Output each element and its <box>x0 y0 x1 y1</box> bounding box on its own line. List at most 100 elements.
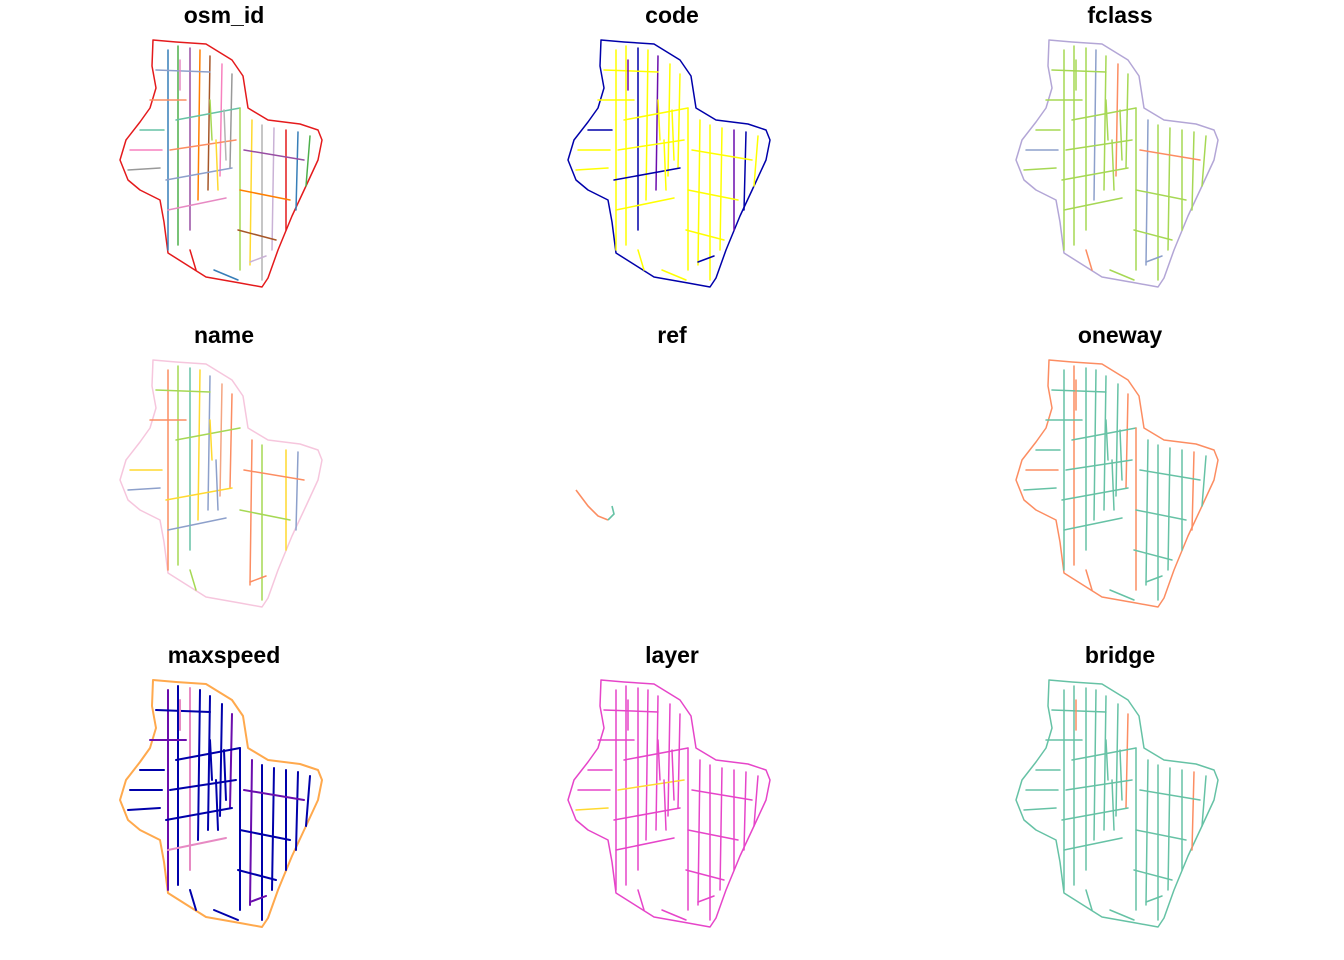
road-segment <box>1139 149 1201 161</box>
road-segment <box>295 131 299 211</box>
road-segment <box>1105 739 1109 781</box>
road-segment <box>229 73 233 169</box>
road-segment <box>1119 749 1123 801</box>
road-segment <box>671 109 675 161</box>
road-segment <box>1115 703 1119 817</box>
road-segment <box>1103 55 1107 191</box>
road-segment <box>1191 131 1195 211</box>
road-segment <box>229 393 233 489</box>
road-segment <box>197 369 201 521</box>
map-bridge <box>1015 679 1219 928</box>
panel-name: name <box>0 320 448 640</box>
road-segment <box>1063 197 1123 211</box>
road-segment <box>1051 69 1107 73</box>
road-segment <box>305 775 311 827</box>
road-segment <box>249 575 267 583</box>
road-segment <box>677 713 681 809</box>
road-segment <box>127 487 161 491</box>
panel-layer: layer <box>448 640 896 960</box>
road-segment <box>663 779 667 831</box>
road-segment <box>1111 459 1115 511</box>
road-segment <box>645 689 649 841</box>
panel-osm-id: osm_id <box>0 0 448 320</box>
panel-fclass: fclass <box>896 0 1344 320</box>
road-segment <box>613 167 681 181</box>
panel-title-ref: ref <box>657 322 687 348</box>
road-segment <box>243 469 305 481</box>
road-segment <box>615 837 675 851</box>
road-segment <box>1023 807 1057 811</box>
road-segment <box>189 889 197 911</box>
road-segment <box>239 829 291 841</box>
panel-title-fclass: fclass <box>1087 2 1153 28</box>
panel-title-bridge: bridge <box>1084 642 1156 668</box>
road-segment <box>697 895 715 903</box>
road-segment <box>1115 63 1119 177</box>
road-segment <box>223 749 227 801</box>
road-segment <box>165 807 233 821</box>
road-segment <box>575 167 609 171</box>
road-segment <box>1145 895 1163 903</box>
road-segment <box>1103 695 1107 831</box>
road-segment <box>719 127 723 251</box>
road-segment <box>1125 73 1129 169</box>
road-segment <box>1167 127 1171 251</box>
road-segment <box>1133 229 1173 241</box>
road-segment <box>243 789 305 801</box>
road-segment <box>607 505 615 521</box>
road-segment <box>223 109 227 161</box>
road-segment <box>687 829 739 841</box>
map-oneway <box>1015 359 1219 608</box>
road-segment <box>1191 771 1195 851</box>
road-segment <box>1125 393 1129 489</box>
road-segment <box>1145 255 1163 263</box>
road-segment <box>271 127 275 251</box>
road-segment <box>1051 709 1107 713</box>
road-segment <box>661 909 687 921</box>
road-segment <box>567 679 771 928</box>
road-segment <box>623 747 689 761</box>
road-segment <box>697 255 715 263</box>
road-segment <box>1139 469 1201 481</box>
road-segment <box>127 167 161 171</box>
road-segment <box>271 767 275 891</box>
road-segment <box>189 569 197 591</box>
road-segment <box>753 775 759 827</box>
road-segment <box>305 135 311 187</box>
road-segment <box>1109 909 1135 921</box>
road-segment <box>637 889 645 911</box>
road-segment <box>623 107 689 121</box>
road-segment <box>685 869 725 881</box>
road-segment <box>1111 139 1115 191</box>
road-segment <box>743 771 747 851</box>
road-segment <box>119 359 323 608</box>
road-segment <box>249 255 267 263</box>
road-segment <box>219 63 223 177</box>
road-segment <box>189 249 197 271</box>
road-segment <box>165 167 233 181</box>
road-segment <box>207 375 211 511</box>
road-segment <box>175 427 241 441</box>
road-segment <box>603 69 659 73</box>
road-segment <box>127 807 161 811</box>
road-segment <box>237 869 277 881</box>
road-segment <box>1125 713 1129 809</box>
panel-code: code <box>448 0 896 320</box>
road-segment <box>1015 359 1219 608</box>
road-segment <box>237 229 277 241</box>
road-segment <box>1145 575 1163 583</box>
road-segment <box>1023 487 1057 491</box>
road-segment <box>753 135 759 187</box>
map-maxspeed <box>119 679 323 928</box>
road-segment <box>603 709 659 713</box>
road-segment <box>1085 249 1093 271</box>
road-segment <box>1111 779 1115 831</box>
road-segment <box>175 747 241 761</box>
road-segment <box>637 249 645 271</box>
road-segment <box>661 269 687 281</box>
road-segment <box>1201 135 1207 187</box>
map-fclass <box>1015 39 1219 288</box>
road-segment <box>215 779 219 831</box>
road-segment <box>1061 807 1129 821</box>
